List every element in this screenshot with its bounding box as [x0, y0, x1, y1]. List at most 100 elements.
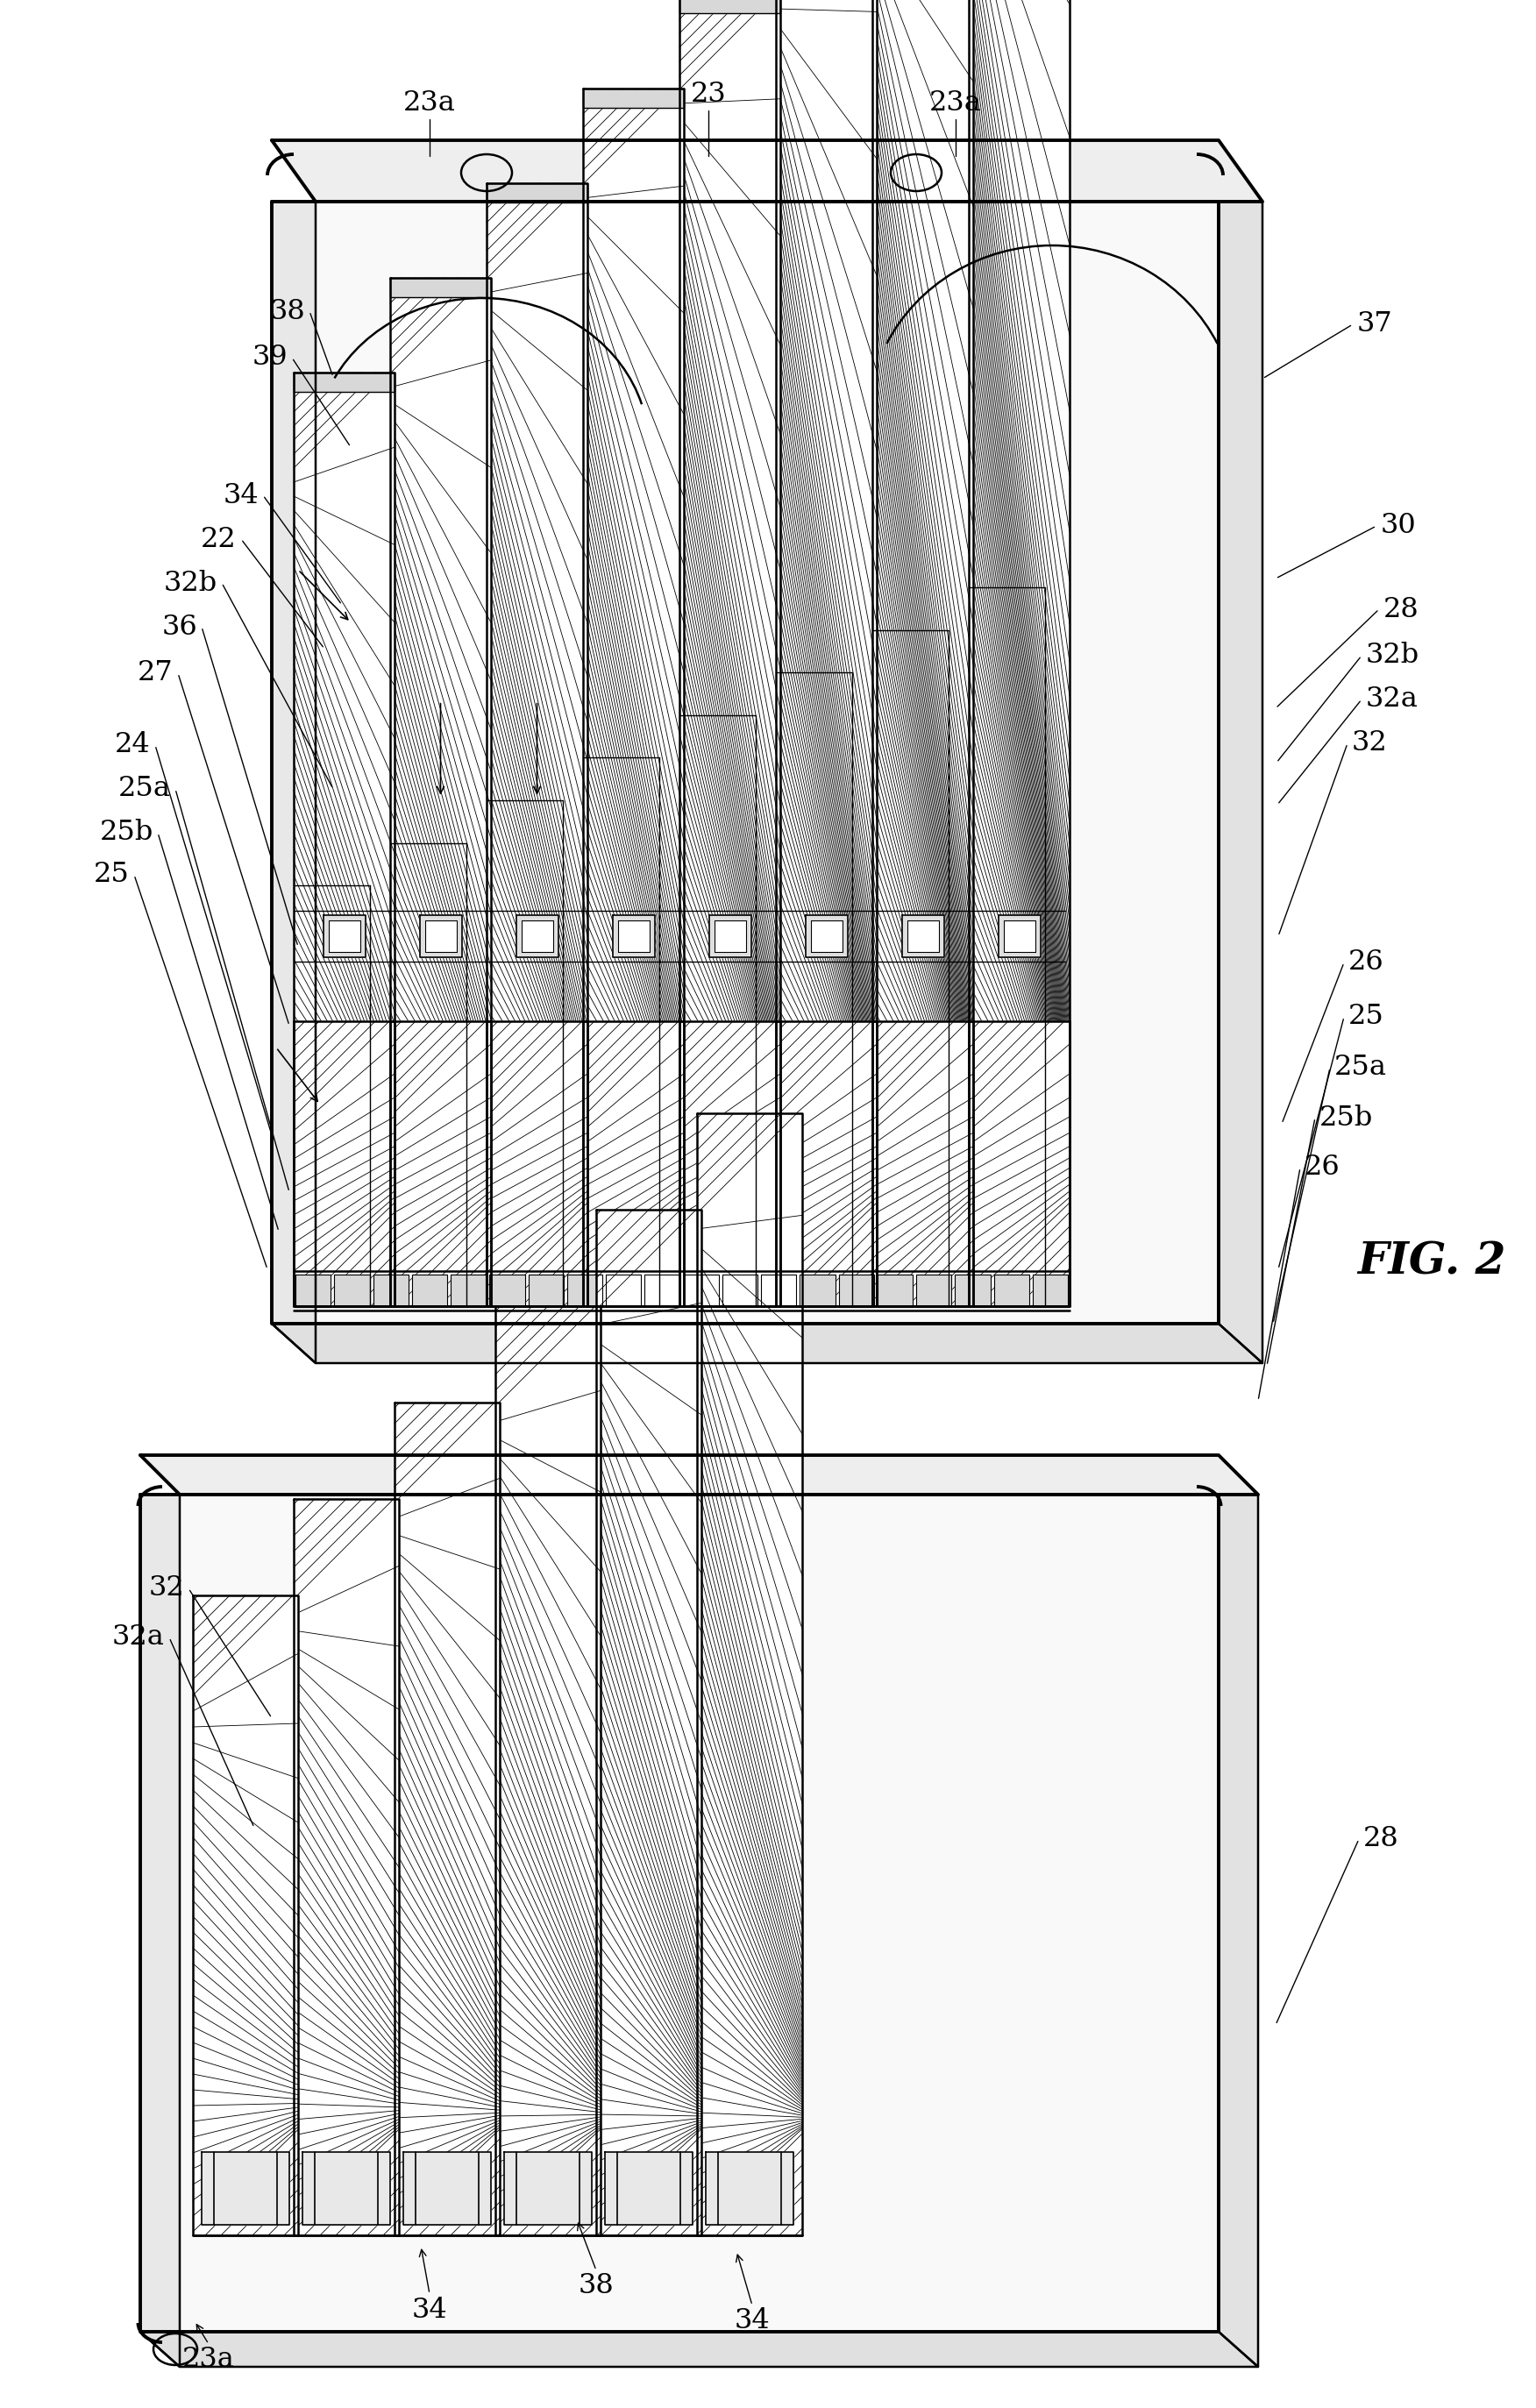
Polygon shape [272, 202, 1218, 1324]
Text: 26: 26 [1349, 949, 1384, 975]
Polygon shape [915, 1274, 951, 1308]
Polygon shape [839, 1274, 874, 1308]
Text: 23a: 23a [183, 2345, 235, 2374]
Polygon shape [800, 1274, 836, 1308]
Text: 26: 26 [1304, 1153, 1341, 1182]
Polygon shape [335, 1274, 370, 1308]
Polygon shape [450, 1274, 485, 1308]
Text: 24: 24 [115, 732, 151, 759]
Polygon shape [969, 0, 1069, 1305]
Polygon shape [373, 1274, 409, 1308]
Polygon shape [194, 1597, 298, 2235]
Text: 23: 23 [691, 82, 727, 108]
Text: 25b: 25b [100, 819, 154, 845]
Text: 38: 38 [578, 2273, 614, 2300]
Polygon shape [516, 915, 558, 958]
Polygon shape [1003, 920, 1035, 951]
Polygon shape [487, 183, 587, 202]
Polygon shape [419, 915, 462, 958]
Text: FIG. 2: FIG. 2 [1358, 1240, 1505, 1283]
Polygon shape [872, 0, 974, 1305]
Polygon shape [272, 202, 315, 1363]
Text: 34: 34 [223, 482, 258, 508]
Polygon shape [528, 1274, 564, 1308]
Text: 25: 25 [1349, 1004, 1384, 1031]
Polygon shape [390, 1021, 492, 1305]
Polygon shape [425, 920, 456, 951]
Polygon shape [404, 2153, 492, 2225]
Polygon shape [955, 1274, 991, 1308]
Polygon shape [293, 1498, 399, 2235]
Polygon shape [293, 373, 395, 393]
Text: 23a: 23a [929, 89, 982, 118]
Text: 32a: 32a [112, 1623, 164, 1652]
Polygon shape [584, 1021, 684, 1305]
Text: 25b: 25b [1319, 1105, 1373, 1132]
Polygon shape [412, 1274, 447, 1308]
Polygon shape [906, 920, 938, 951]
Polygon shape [395, 1401, 499, 2235]
Text: 32b: 32b [1366, 643, 1419, 669]
Polygon shape [390, 277, 492, 296]
Text: 28: 28 [1384, 595, 1419, 624]
Polygon shape [679, 0, 780, 1305]
Polygon shape [390, 277, 492, 1305]
Polygon shape [998, 915, 1040, 958]
Polygon shape [605, 1274, 641, 1308]
Polygon shape [760, 1274, 796, 1308]
Text: 38: 38 [269, 299, 306, 325]
Polygon shape [140, 1454, 1258, 1495]
Text: 25a: 25a [1335, 1055, 1387, 1081]
Polygon shape [969, 1021, 1069, 1305]
Text: 32: 32 [149, 1575, 184, 1601]
Polygon shape [584, 89, 684, 1305]
Polygon shape [487, 183, 587, 1305]
Polygon shape [495, 1305, 601, 2235]
Polygon shape [708, 915, 751, 958]
Polygon shape [722, 1274, 757, 1308]
Text: 37: 37 [1358, 311, 1393, 337]
Polygon shape [679, 0, 780, 12]
Text: 22: 22 [201, 525, 237, 554]
Polygon shape [521, 920, 553, 951]
Polygon shape [323, 915, 366, 958]
Polygon shape [714, 920, 745, 951]
Polygon shape [1218, 1495, 1258, 2367]
Polygon shape [140, 1495, 180, 2367]
Polygon shape [293, 373, 395, 1305]
Polygon shape [1218, 202, 1263, 1363]
Polygon shape [776, 0, 877, 1305]
Polygon shape [596, 1209, 702, 2235]
Polygon shape [645, 1274, 680, 1308]
Polygon shape [140, 1495, 1218, 2331]
Polygon shape [504, 2153, 591, 2225]
Polygon shape [684, 1274, 719, 1308]
Text: 27: 27 [138, 660, 174, 686]
Polygon shape [877, 1274, 912, 1308]
Polygon shape [872, 1021, 974, 1305]
Polygon shape [329, 920, 359, 951]
Polygon shape [567, 1274, 602, 1308]
Polygon shape [487, 1021, 587, 1305]
Polygon shape [293, 1021, 395, 1305]
Polygon shape [613, 915, 654, 958]
Polygon shape [705, 2153, 794, 2225]
Polygon shape [295, 1274, 330, 1308]
Polygon shape [605, 2153, 693, 2225]
Polygon shape [811, 920, 842, 951]
Text: 36: 36 [161, 614, 197, 641]
Text: 25: 25 [94, 862, 129, 889]
Text: 34: 34 [734, 2307, 770, 2336]
Polygon shape [697, 1112, 802, 2235]
Text: 32b: 32b [164, 568, 218, 597]
Text: 39: 39 [252, 344, 287, 371]
Text: 30: 30 [1381, 513, 1416, 539]
Polygon shape [490, 1274, 525, 1308]
Polygon shape [617, 920, 650, 951]
Polygon shape [272, 1324, 1263, 1363]
Polygon shape [1032, 1274, 1068, 1308]
Polygon shape [584, 89, 684, 108]
Text: 32: 32 [1352, 730, 1387, 756]
Polygon shape [805, 915, 848, 958]
Text: 32a: 32a [1366, 686, 1418, 713]
